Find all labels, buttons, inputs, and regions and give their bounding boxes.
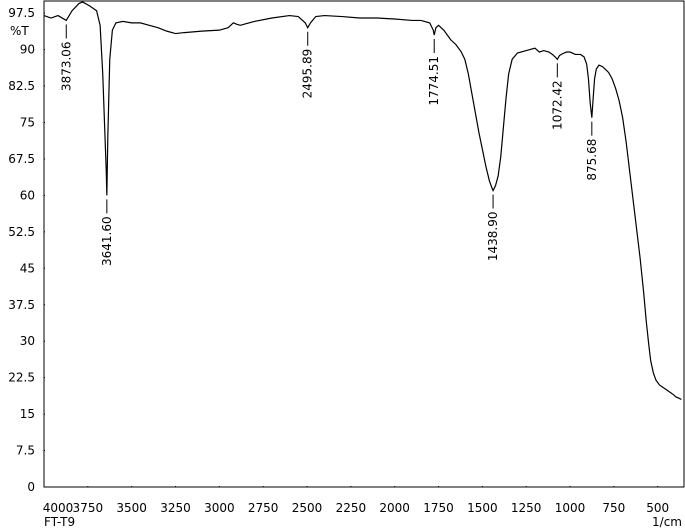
- spectrum-line: [43, 1, 682, 401]
- y-tick-label: 22.5: [8, 371, 35, 385]
- peak-label: 1438.90: [486, 212, 500, 262]
- x-tick-label: 4000: [43, 501, 74, 515]
- x-tick-label: 2750: [248, 501, 279, 515]
- x-tick-label: 3250: [160, 501, 191, 515]
- y-tick-label: 15: [20, 407, 35, 421]
- sample-label: FT-T9: [44, 515, 75, 529]
- y-tick-label: 90: [20, 43, 35, 57]
- y-tick-label: 97.5: [8, 6, 35, 20]
- x-tick-label: 3000: [204, 501, 235, 515]
- x-tick-label: 500: [646, 501, 669, 515]
- x-axis-label: 1/cm: [652, 515, 682, 529]
- x-tick-label: 750: [602, 501, 625, 515]
- plot-frame: [43, 0, 685, 488]
- x-tick-label: 1750: [423, 501, 454, 515]
- x-tick-label: 1250: [511, 501, 542, 515]
- x-tick-label: 2250: [336, 501, 367, 515]
- x-tick-label: 3750: [73, 501, 104, 515]
- x-tick-label: 2500: [292, 501, 323, 515]
- y-axis-label: %T: [10, 24, 29, 38]
- peak-label: 3641.60: [100, 216, 114, 266]
- y-tick-label: 67.5: [8, 152, 35, 166]
- peak-label: 1774.51: [427, 56, 441, 106]
- y-tick-label: 60: [20, 188, 35, 202]
- peak-label: 875.68: [585, 139, 599, 181]
- peak-label: 1072.42: [550, 80, 564, 130]
- x-tick-label: 1000: [555, 501, 586, 515]
- y-tick-label: 37.5: [8, 298, 35, 312]
- y-tick-label: 45: [20, 261, 35, 275]
- y-tick-label: 30: [20, 334, 35, 348]
- y-tick-label: 82.5: [8, 79, 35, 93]
- peak-label: 2495.89: [301, 49, 315, 99]
- y-tick-label: 0: [27, 480, 35, 494]
- y-tick-label: 75: [20, 116, 35, 130]
- y-tick-label: 52.5: [8, 225, 35, 239]
- x-tick-label: 2000: [379, 501, 410, 515]
- peak-label: 3873.06: [59, 41, 73, 91]
- y-tick-label: 7.5: [16, 444, 35, 458]
- x-tick-label: 3500: [116, 501, 147, 515]
- x-tick-label: 1500: [467, 501, 498, 515]
